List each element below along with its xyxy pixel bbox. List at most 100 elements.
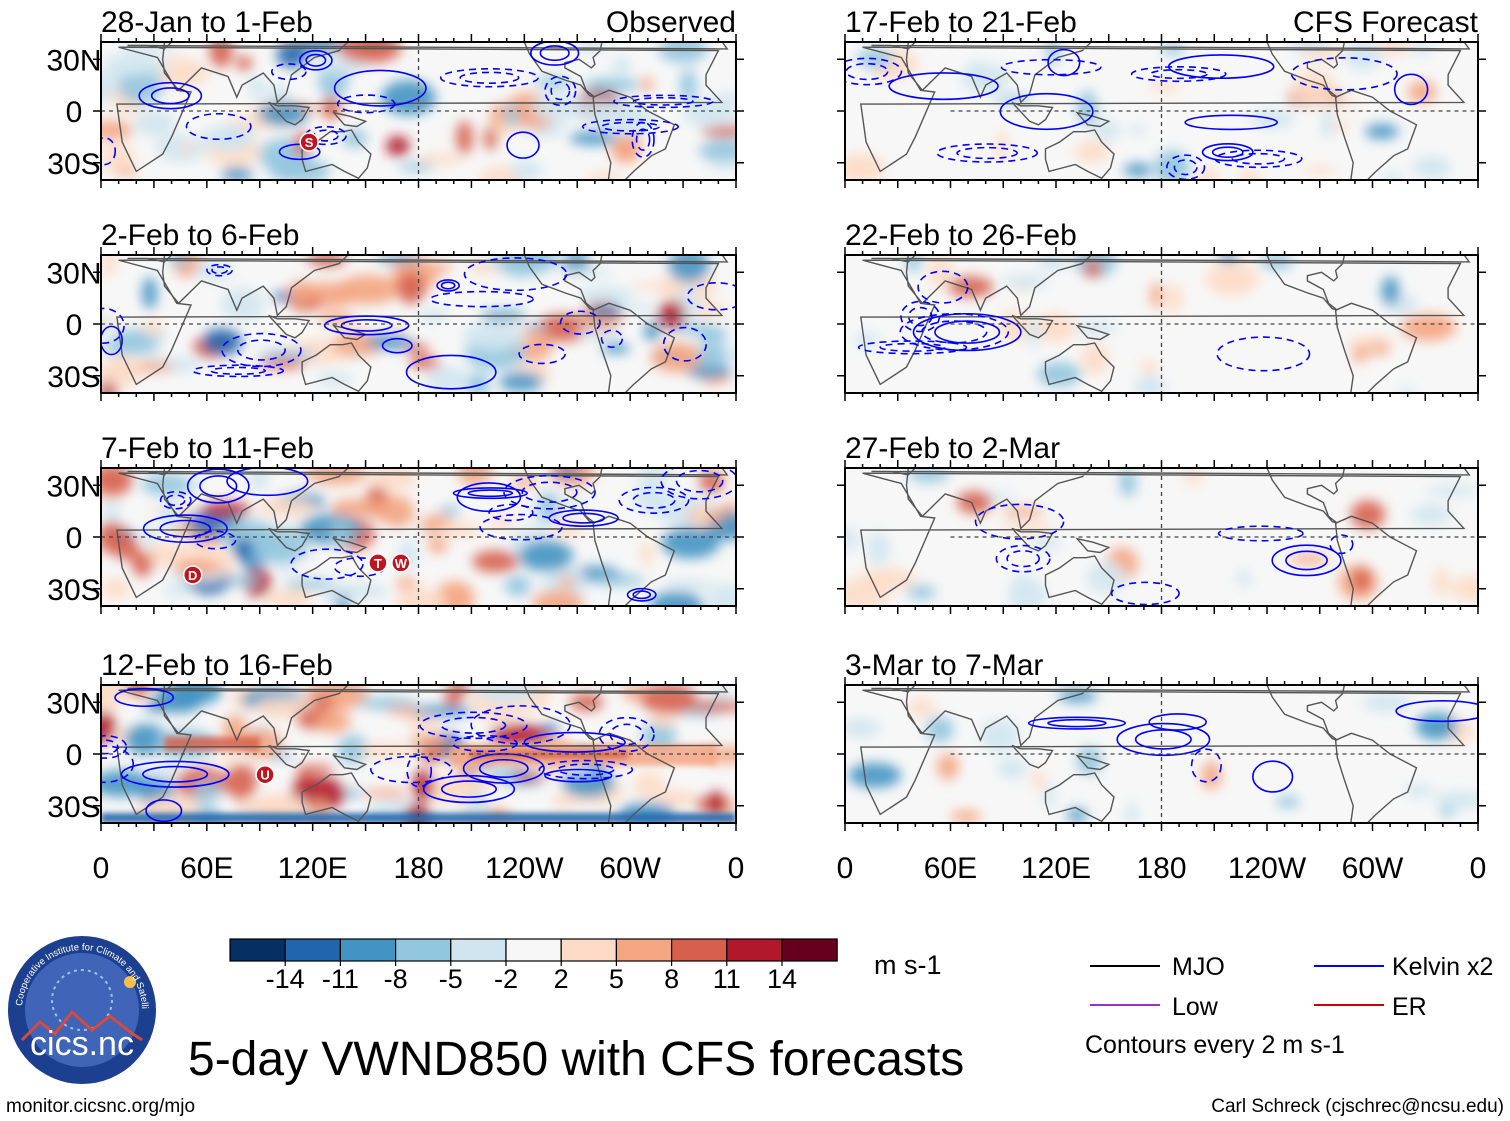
colorbar-swatch	[670, 938, 728, 962]
contour-interval-note: Contours every 2 m s-1	[1085, 1031, 1345, 1059]
footer-url[interactable]: monitor.cicsnc.org/mjo	[6, 1096, 195, 1117]
coastlines	[859, 42, 1471, 180]
x-tick-label: 120W	[485, 852, 564, 885]
legend-label-er: ER	[1392, 993, 1427, 1021]
svg-text:U: U	[260, 768, 269, 783]
logo-inner-disc	[25, 953, 139, 1067]
storm-marker-t: T	[368, 553, 388, 573]
storm-marker-w: W	[391, 553, 411, 573]
y-tick-label: 30N	[46, 257, 101, 290]
colorbar-swatch	[284, 938, 342, 962]
coastlines	[116, 42, 729, 180]
x-tick-label: 60W	[599, 852, 661, 885]
colorbar-swatch	[229, 938, 286, 962]
colorbar: -14 -11 -8 -5 -2 2 5 8 11 14	[229, 938, 838, 994]
vwnd-shading	[853, 255, 1457, 393]
colorbar-label: -14	[266, 964, 305, 994]
panel-period-title: 7-Feb to 11-Feb	[101, 432, 314, 465]
y-tick-label: 0	[66, 309, 83, 342]
logo-sun-icon	[124, 976, 136, 988]
kelvin-contours	[101, 42, 714, 166]
coastlines	[859, 468, 1471, 606]
x-tick-label: 0	[1470, 852, 1487, 885]
panels-layer: 30N 0 30S 28-Jan to 1-Feb Observed 30N 0 30S 2-F…	[46, 6, 1486, 831]
colorbar-swatch	[726, 938, 783, 962]
y-tick-label: 30S	[47, 574, 100, 607]
x-tick-label: 120E	[1021, 852, 1091, 885]
y-tick-label: 0	[66, 96, 83, 129]
logo-earth-icon	[51, 969, 113, 1031]
x-tick-label: 180	[393, 852, 443, 885]
coastlines	[859, 685, 1471, 823]
x-tick-label: 180	[1136, 852, 1186, 885]
storm-marker-u: U	[255, 764, 275, 785]
kelvin-contours	[845, 48, 1429, 180]
coastlines	[116, 255, 729, 393]
colorbar-label: -11	[322, 964, 359, 994]
panel-period-title: 2-Feb to 6-Feb	[101, 219, 299, 252]
colorbar-swatch	[395, 938, 452, 962]
figure-title: 5-day VWND850 with CFS forecasts	[188, 1033, 964, 1086]
x-tick-label: 60W	[1342, 852, 1404, 885]
y-tick-label: 30N	[46, 687, 101, 720]
colorbar-label: 2	[554, 964, 569, 994]
colorbar-swatch	[781, 938, 838, 962]
svg-text:S: S	[305, 135, 314, 150]
colorbar-label: 14	[767, 964, 797, 994]
panel-7: 27-Feb to 2-Mar	[837, 432, 1486, 614]
panel-8: 3-Mar to 7-Mar	[837, 649, 1486, 831]
kelvin-contours	[974, 503, 1354, 606]
colorbar-swatch	[505, 938, 562, 962]
vwnd-shading	[845, 468, 1478, 606]
x-tick-label: 0	[93, 852, 110, 885]
colorbar-label: 5	[609, 964, 624, 994]
x-tick-label: 60E	[180, 852, 233, 885]
x-axis-observed: 0 60E 120E 180 120W 60W 0	[93, 852, 745, 885]
panel-period-title: 27-Feb to 2-Mar	[845, 432, 1060, 465]
panel-5: 17-Feb to 21-Feb CFS Forecast	[837, 6, 1486, 188]
x-tick-label: 0	[728, 852, 745, 885]
logo-mountain-icon	[20, 1009, 143, 1042]
panel-6: 22-Feb to 26-Feb	[837, 219, 1486, 401]
colorbar-label: 8	[664, 964, 679, 994]
logo-text: cics.nc	[30, 1025, 134, 1063]
coastlines	[116, 468, 729, 606]
y-tick-label: 30N	[46, 470, 101, 503]
svg-text:D: D	[188, 568, 197, 583]
panel-3: 30N 0 30S 7-Feb to 11-Feb	[46, 432, 744, 614]
colorbar-label: -5	[439, 964, 463, 994]
y-tick-label: 30S	[47, 148, 100, 181]
kelvin-contours	[857, 270, 1311, 372]
y-tick-label: 0	[66, 739, 83, 772]
y-tick-label: 30S	[47, 791, 100, 824]
colorbar-units: m s-1	[874, 950, 942, 980]
x-axis-forecast: 0 60E 120E 180 120W 60W 0	[837, 852, 1487, 885]
observed-label: Observed	[606, 6, 736, 39]
svg-text:T: T	[374, 556, 382, 571]
panel-period-title: 12-Feb to 16-Feb	[101, 649, 333, 682]
colorbar-swatch	[615, 938, 673, 962]
colorbar-label: -8	[384, 964, 408, 994]
legend-label-mjo: MJO	[1172, 953, 1225, 981]
panel-period-title: 3-Mar to 7-Mar	[845, 649, 1043, 682]
legend-label-kelvin: Kelvin x2	[1392, 953, 1493, 981]
colorbar-swatch	[560, 938, 618, 962]
colorbar-swatch	[450, 938, 507, 962]
kelvin-contours	[101, 687, 655, 823]
y-tick-label: 0	[66, 522, 83, 555]
colorbar-label: -2	[494, 964, 518, 994]
y-tick-label: 30S	[47, 361, 100, 394]
kelvin-contours	[142, 468, 736, 602]
x-tick-label: 120E	[278, 852, 348, 885]
panel-period-title: 17-Feb to 21-Feb	[845, 6, 1077, 39]
panel-4: 30N 0 30S 12-Feb to 16-Feb	[46, 649, 744, 831]
x-tick-label: 60E	[924, 852, 977, 885]
x-tick-label: 120W	[1228, 852, 1307, 885]
legend-label-low: Low	[1172, 993, 1219, 1021]
kelvin-contours	[101, 257, 736, 390]
storm-marker-d: D	[182, 565, 203, 585]
coastlines	[116, 685, 729, 823]
svg-text:W: W	[395, 556, 408, 571]
forecast-label: CFS Forecast	[1293, 6, 1479, 39]
